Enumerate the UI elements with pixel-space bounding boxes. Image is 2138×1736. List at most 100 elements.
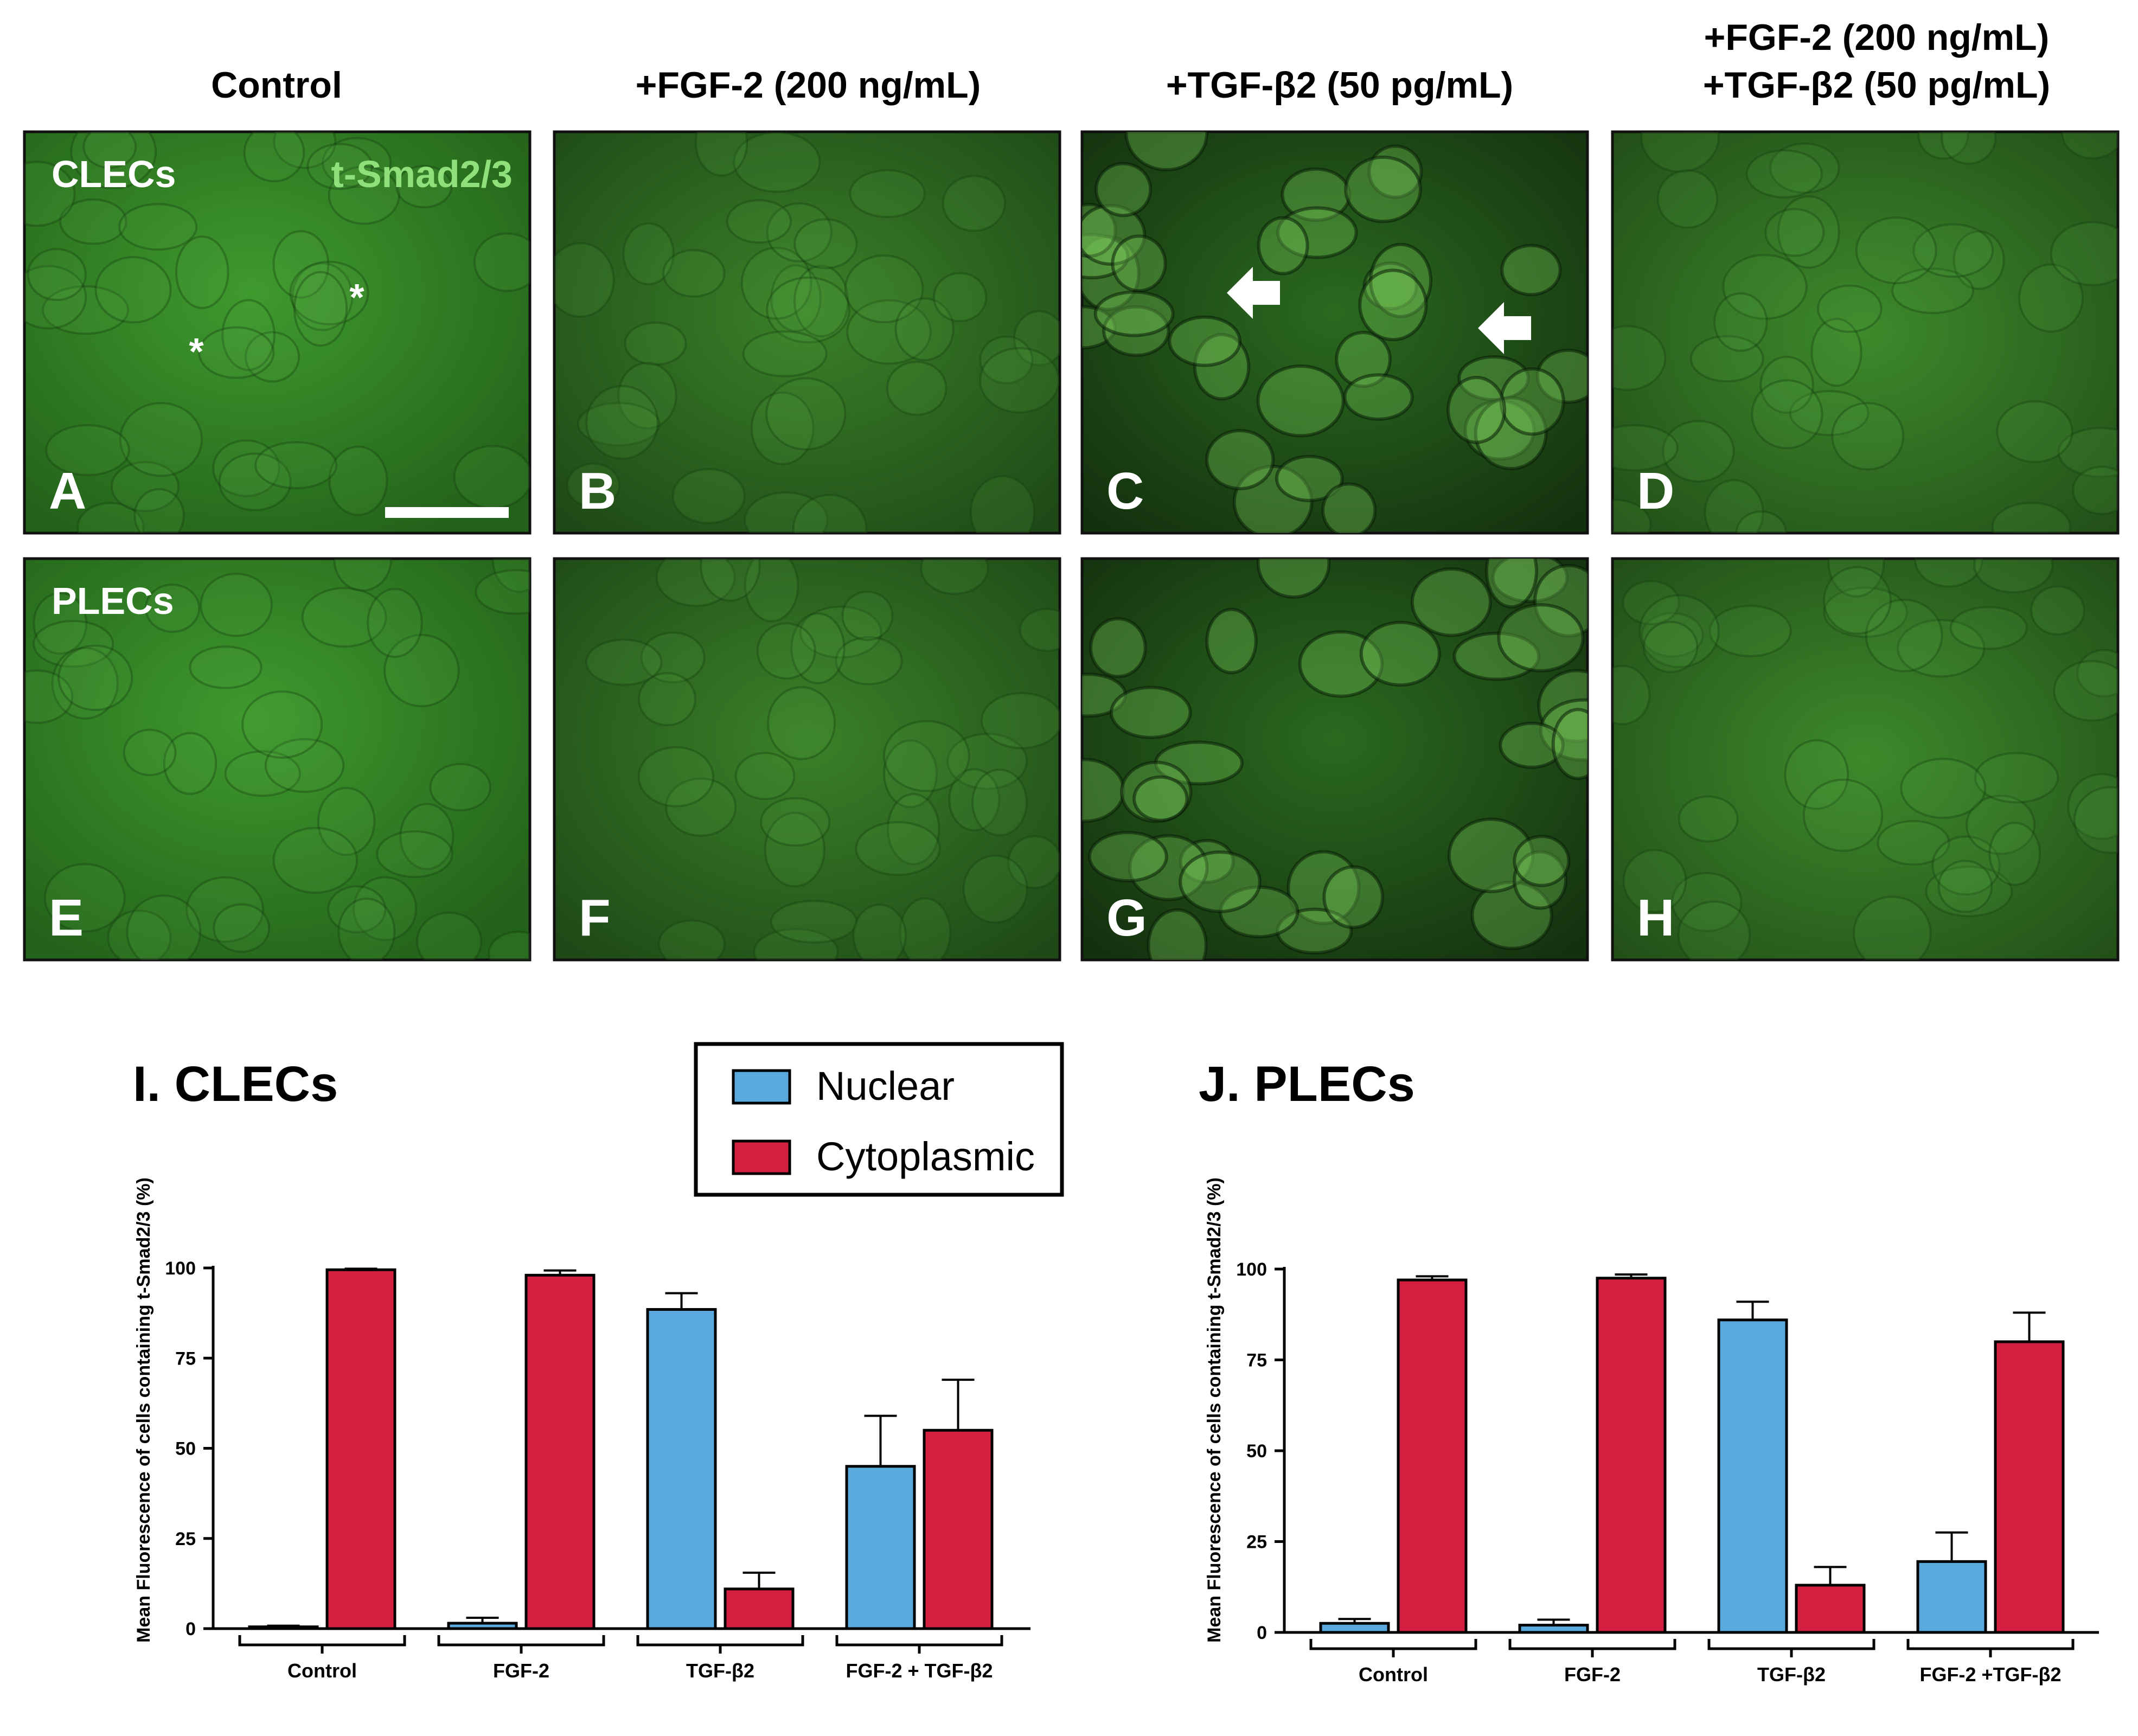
legend-label-nuclear: Nuclear bbox=[816, 1064, 955, 1109]
cell bbox=[1128, 834, 1209, 901]
cell bbox=[700, 559, 761, 602]
cell bbox=[1499, 367, 1565, 436]
cell bbox=[835, 636, 903, 686]
cell bbox=[883, 739, 938, 809]
cell bbox=[1722, 254, 1808, 320]
cell bbox=[1764, 208, 1825, 257]
cell bbox=[1111, 234, 1167, 293]
cell bbox=[1470, 880, 1553, 950]
cell bbox=[849, 169, 926, 219]
cell bbox=[770, 264, 822, 332]
cell bbox=[221, 299, 276, 371]
group-bracket bbox=[238, 1635, 406, 1647]
cell bbox=[1953, 230, 2005, 290]
cell bbox=[665, 777, 737, 837]
cell-texture bbox=[554, 132, 1060, 533]
micrograph-image bbox=[553, 130, 1061, 535]
cell bbox=[767, 686, 836, 760]
cell bbox=[24, 669, 74, 724]
cell bbox=[855, 821, 941, 876]
cell bbox=[70, 132, 157, 190]
cell bbox=[744, 491, 829, 533]
cell bbox=[933, 272, 988, 323]
group-bracket bbox=[437, 1635, 605, 1647]
cell bbox=[2057, 427, 2118, 478]
cell bbox=[1410, 567, 1492, 637]
cell bbox=[671, 467, 746, 524]
cell bbox=[2061, 132, 2118, 159]
cell bbox=[1877, 819, 1950, 866]
cell bbox=[2018, 263, 2084, 333]
cell bbox=[24, 265, 87, 330]
column-headers: Control +FGF-2 (200 ng/mL) +TGF-β2 (50 p… bbox=[211, 17, 2050, 106]
cell bbox=[42, 285, 130, 335]
cell bbox=[1013, 310, 1060, 367]
cell bbox=[1147, 908, 1208, 960]
x-tick-label: TGF-β2 bbox=[1757, 1663, 1826, 1686]
cell bbox=[1537, 669, 1588, 743]
y-tick-label: 50 bbox=[1246, 1441, 1267, 1462]
cell bbox=[844, 254, 924, 324]
cell bbox=[1622, 849, 1687, 913]
cell bbox=[657, 919, 726, 960]
column-header-combo-line2: +TGF-β2 (50 pg/mL) bbox=[1703, 65, 2050, 106]
cell bbox=[846, 299, 932, 365]
cell bbox=[1713, 292, 1768, 352]
cell bbox=[2067, 773, 2118, 840]
cell bbox=[107, 909, 172, 960]
cell bbox=[790, 612, 846, 684]
arrow-marker bbox=[1478, 302, 1531, 354]
cell bbox=[2030, 585, 2085, 636]
cell bbox=[946, 733, 1028, 790]
cell bbox=[640, 631, 706, 683]
cell bbox=[1708, 605, 1792, 657]
cell bbox=[133, 488, 185, 533]
cell bbox=[59, 198, 127, 245]
cell bbox=[2050, 221, 2118, 286]
cell bbox=[970, 475, 1035, 533]
cell bbox=[577, 402, 661, 446]
cell bbox=[742, 330, 828, 377]
cell bbox=[920, 559, 989, 595]
cell bbox=[1082, 758, 1125, 823]
cell bbox=[175, 235, 229, 309]
cell bbox=[1931, 835, 2001, 896]
cell bbox=[1612, 424, 1679, 472]
micrograph-panel: F bbox=[553, 557, 1061, 962]
cell bbox=[852, 904, 907, 960]
cell bbox=[1642, 620, 1699, 674]
micrograph-image bbox=[23, 557, 532, 962]
cell bbox=[1817, 284, 1883, 333]
cell bbox=[1124, 132, 1209, 172]
cell bbox=[1759, 356, 1814, 414]
cell bbox=[1205, 607, 1258, 675]
y-tick-label: 0 bbox=[185, 1619, 196, 1639]
cell bbox=[241, 690, 323, 759]
cell bbox=[1082, 233, 1130, 280]
cell bbox=[962, 854, 1028, 924]
cell bbox=[1082, 672, 1128, 718]
cell bbox=[1281, 167, 1352, 222]
micrograph-panel: C bbox=[1080, 130, 1589, 535]
cell bbox=[1853, 895, 1932, 960]
cell bbox=[1640, 132, 1720, 173]
cell bbox=[1089, 617, 1147, 678]
cell bbox=[1168, 315, 1242, 367]
cell bbox=[1973, 559, 2054, 594]
cell bbox=[1823, 566, 1892, 635]
cell bbox=[94, 256, 172, 324]
cell bbox=[1974, 752, 2059, 804]
bar-nuclear bbox=[447, 1622, 518, 1630]
cell bbox=[1275, 454, 1344, 502]
cell bbox=[792, 494, 868, 533]
cell bbox=[376, 830, 453, 878]
y-axis-label: Mean Fluorescence of cells containing t-… bbox=[1204, 1177, 1225, 1643]
cell bbox=[1900, 758, 1987, 819]
x-tick-label: Control bbox=[287, 1660, 357, 1682]
row-label-clecs: CLECs bbox=[52, 153, 176, 195]
cell bbox=[1678, 795, 1739, 843]
cell bbox=[1094, 162, 1153, 217]
cell bbox=[1193, 332, 1251, 401]
bar-cytoplasmic bbox=[1596, 1277, 1667, 1634]
cell bbox=[51, 646, 119, 720]
